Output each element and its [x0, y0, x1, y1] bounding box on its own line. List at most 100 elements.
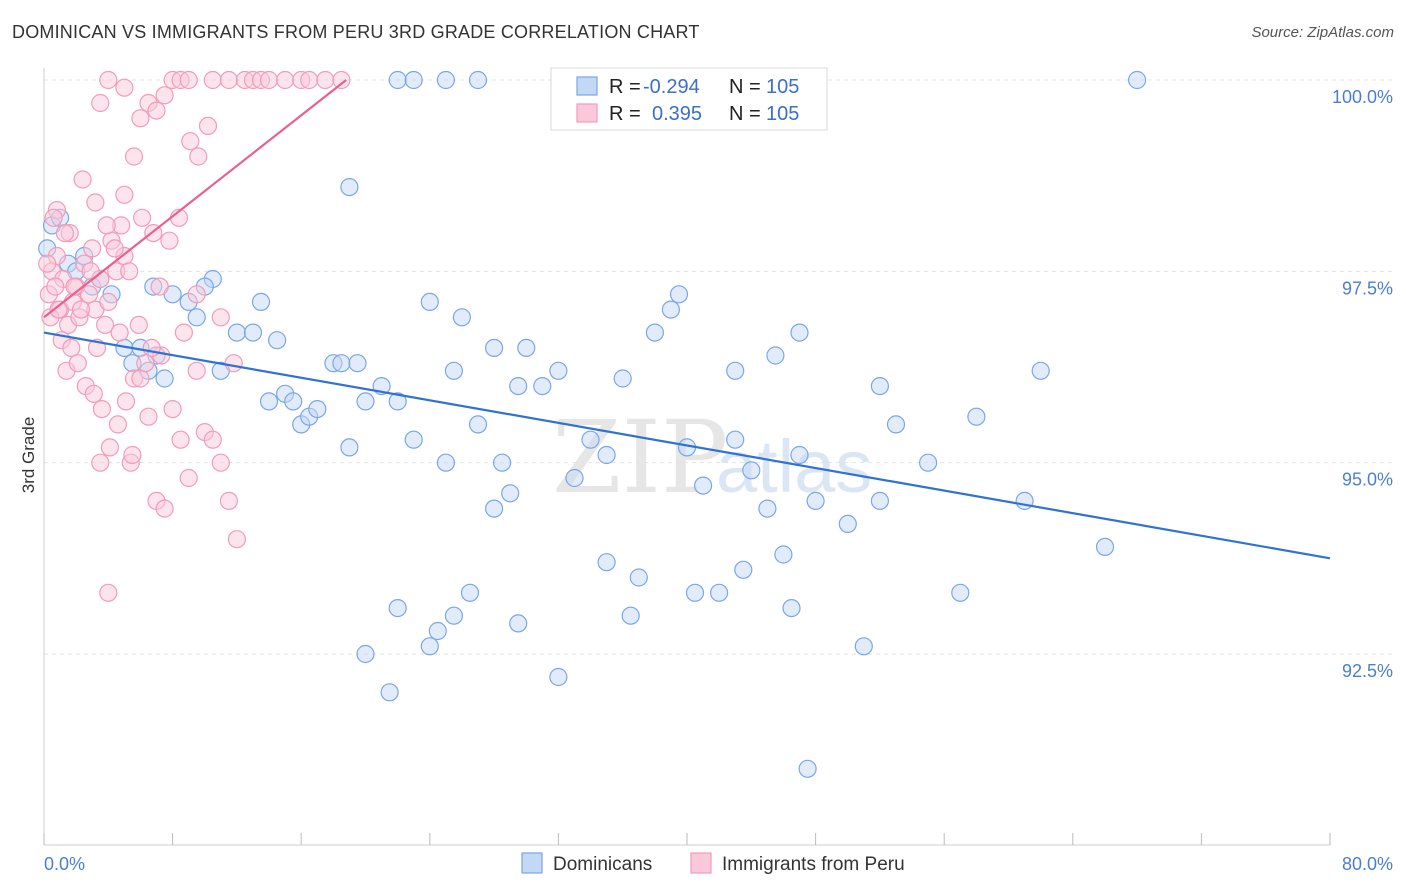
peru-point-77: [219, 70, 238, 90]
y-tick-label-3: 100.0%: [1332, 87, 1393, 107]
peru-point-103: [129, 315, 148, 334]
peru-point-96: [38, 254, 57, 273]
dominicans-point-66: [790, 323, 809, 342]
dominicans-point-47: [509, 377, 528, 396]
dominicans-point-34: [340, 438, 359, 457]
dominicans-point-95: [790, 445, 809, 465]
peru-point-86: [332, 70, 351, 90]
peru-point-41: [187, 361, 206, 380]
dominicans-trend-line: [43, 331, 1331, 560]
dominicans-point-35: [348, 354, 367, 373]
dominicans-point-24: [259, 392, 279, 411]
bottom-legend-label-dominicans: Dominicans: [553, 854, 652, 875]
peru-point-56: [115, 185, 134, 204]
dominicans-point-81: [428, 621, 447, 641]
dominicans-point-33: [332, 354, 351, 373]
peru-point-89: [187, 285, 206, 304]
peru-point-30: [108, 415, 128, 434]
peru-point-82: [276, 70, 295, 90]
data-points: [38, 70, 1147, 778]
peru-point-81: [259, 70, 279, 90]
dominicans-point-45: [485, 338, 504, 357]
x-tick-label-min: 0.0%: [44, 854, 85, 874]
dominicans-point-73: [485, 499, 504, 518]
chart-title: DOMINICAN VS IMMIGRANTS FROM PERU 3RD GR…: [12, 22, 700, 42]
legend-r-value-2: 0.395: [652, 103, 702, 125]
dominicans-point-94: [766, 346, 785, 365]
correlation-legend: R = -0.294 N = 105 R = 0.395 N = 105: [550, 67, 828, 131]
peru-point-27: [84, 384, 103, 403]
peru-point-65: [198, 116, 218, 136]
dominicans-point-76: [444, 606, 463, 625]
peru-point-67: [99, 70, 118, 90]
legend-n-value-2: 105: [766, 103, 799, 125]
peru-trend-line: [43, 79, 347, 319]
peru-point-28: [92, 400, 112, 419]
peru-point-31: [116, 392, 136, 411]
legend-n-label-2: N =: [729, 103, 761, 125]
dominicans-point-14: [155, 369, 174, 388]
legend-swatch-dominicans: [576, 76, 598, 96]
dominicans-point-84: [597, 553, 616, 572]
dominicans-point-39: [404, 430, 423, 449]
peru-point-38: [163, 400, 182, 419]
peru-point-39: [171, 430, 190, 449]
legend-r-value-1: -0.294: [643, 76, 700, 98]
peru-point-99: [71, 300, 91, 319]
dominicans-point-100: [1031, 361, 1050, 380]
peru-point-101: [110, 323, 129, 342]
bottom-legend-swatch-peru: [690, 852, 712, 874]
peru-point-52: [73, 170, 92, 189]
dominicans-point-25: [251, 292, 271, 311]
y-axis-title: 3rd Grade: [19, 417, 38, 494]
peru-point-88: [224, 354, 243, 373]
dominicans-point-74: [501, 484, 520, 503]
peru-point-97: [44, 208, 63, 227]
dominicans-point-97: [886, 415, 906, 434]
dominicans-point-63: [742, 461, 761, 480]
dominicans-point-36: [356, 392, 375, 411]
dominicans-point-72: [468, 70, 488, 90]
peru-point-90: [174, 323, 193, 342]
peru-point-69: [131, 109, 150, 128]
series-legend: Dominicans Immigrants from Peru: [521, 852, 905, 875]
dominicans-point-38: [388, 392, 407, 411]
dominicans-point-67: [806, 491, 825, 510]
dominicans-point-46: [493, 453, 512, 472]
peru-point-87: [211, 308, 230, 327]
chart-source: Source: ZipAtlas.com: [1251, 24, 1394, 41]
dominicans-point-44: [468, 415, 488, 434]
dominicans-point-18: [187, 308, 206, 327]
peru-point-10: [79, 285, 99, 304]
dominicans-point-96: [870, 491, 890, 510]
trend-lines: [43, 79, 1331, 560]
peru-point-71: [147, 101, 166, 120]
dominicans-point-91: [798, 759, 817, 778]
dominicans-point-61: [709, 583, 729, 602]
dominicans-point-68: [340, 178, 359, 197]
dominicans-point-98: [870, 377, 890, 396]
peru-point-48: [99, 583, 118, 602]
dominicans-point-42: [444, 361, 463, 380]
peru-point-94: [55, 224, 75, 243]
dominicans-point-80: [380, 683, 399, 702]
dominicans-point-85: [621, 606, 640, 625]
legend-r-label-2: R =: [609, 103, 641, 125]
peru-point-60: [150, 277, 169, 296]
dominicans-point-58: [669, 285, 689, 304]
y-tick-labels: 92.5% 95.0% 97.5% 100.0%: [1332, 87, 1393, 681]
dominicans-point-62: [726, 361, 745, 380]
peru-point-37: [155, 499, 174, 518]
dominicans-point-87: [734, 560, 753, 579]
peru-point-63: [181, 132, 200, 151]
peru-point-54: [97, 216, 116, 235]
dominicans-point-55: [629, 568, 648, 587]
dominicans-point-75: [460, 583, 480, 602]
peru-point-61: [160, 231, 179, 250]
dominicans-point-23: [243, 323, 263, 342]
dominicans-point-51: [565, 468, 584, 488]
dominicans-point-41: [436, 453, 455, 472]
dominicans-point-43: [452, 308, 471, 327]
peru-point-64: [189, 147, 208, 166]
peru-point-46: [227, 530, 246, 549]
